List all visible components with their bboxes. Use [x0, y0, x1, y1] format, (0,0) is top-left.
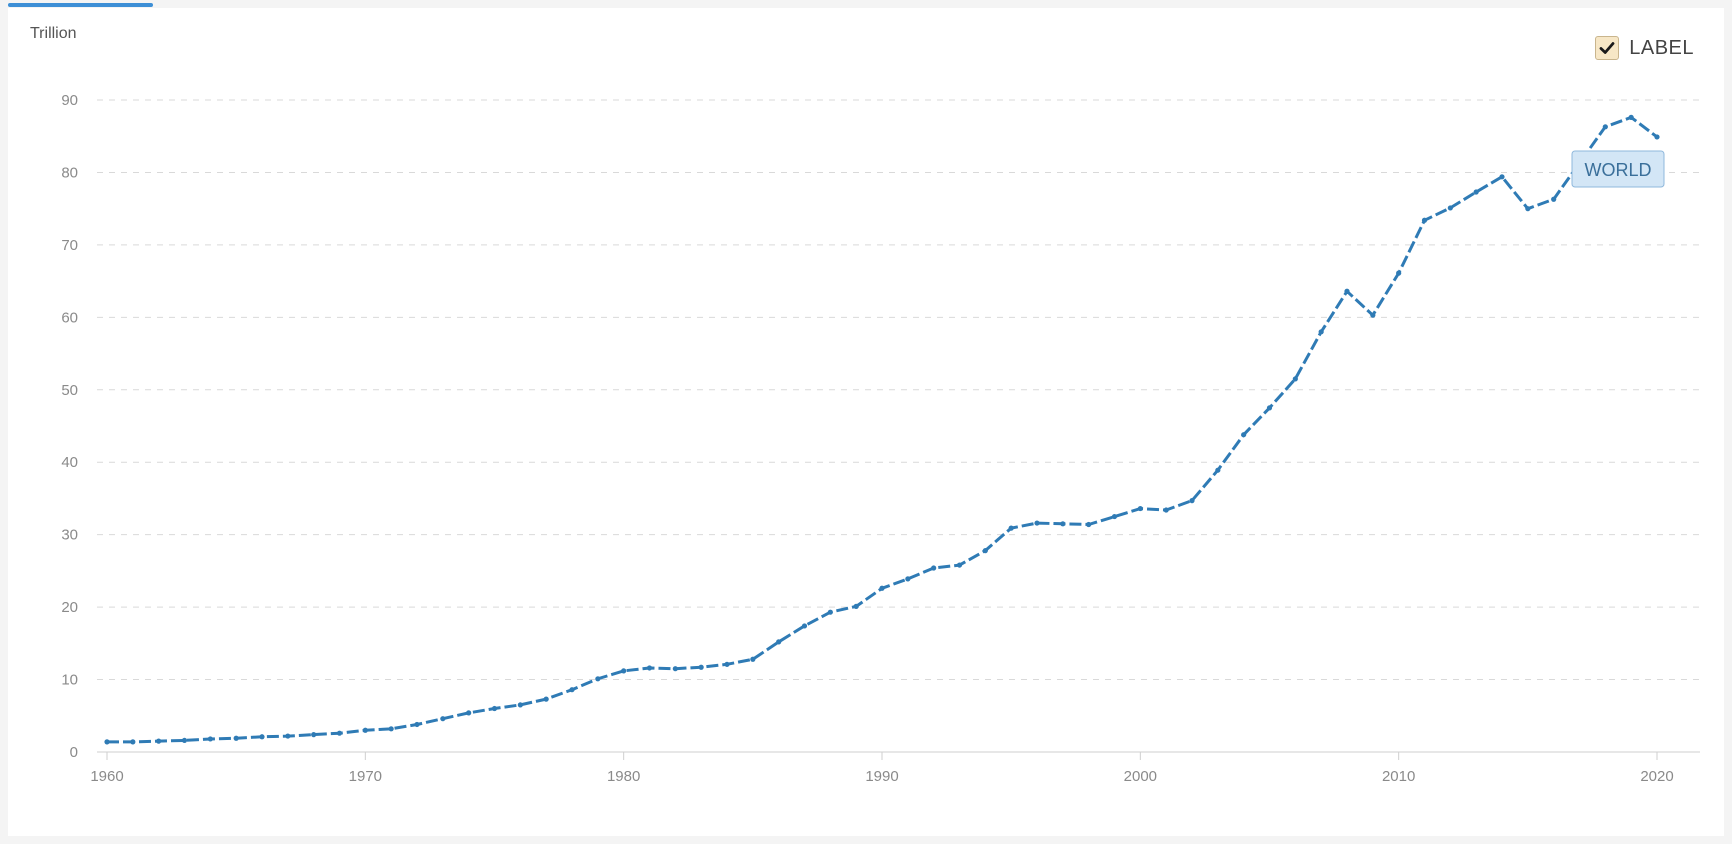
data-point-2009	[1370, 312, 1376, 318]
data-point-1993	[956, 562, 963, 568]
data-point-1992	[931, 565, 937, 571]
data-point-1998	[1086, 521, 1092, 528]
active-tab-indicator	[8, 3, 153, 7]
series-line-world[interactable]	[107, 115, 1658, 744]
data-point-2013	[1473, 189, 1479, 195]
data-point-2018	[1602, 124, 1608, 130]
checkmark-icon	[1599, 42, 1615, 54]
y-tick-label-70: 70	[61, 237, 78, 254]
data-point-1982	[672, 666, 678, 672]
data-point-2004	[1241, 432, 1247, 438]
y-axis-unit-label: Trillion	[30, 25, 77, 42]
y-tick-label-20: 20	[61, 599, 78, 616]
data-point-1978	[569, 687, 575, 693]
label-toggle-text: LABEL	[1629, 36, 1694, 59]
data-point-1961	[130, 739, 136, 745]
data-point-2019	[1628, 114, 1634, 120]
data-point-1966	[259, 734, 265, 740]
data-point-1971	[388, 726, 394, 732]
x-tick-label-2000: 2000	[1124, 768, 1157, 785]
y-tick-label-0: 0	[70, 744, 78, 761]
data-point-1967	[285, 733, 291, 739]
data-point-1960	[104, 739, 110, 745]
data-point-1999	[1111, 513, 1118, 520]
label-checkbox[interactable]	[1595, 36, 1620, 60]
data-point-1989	[853, 603, 859, 609]
data-point-1994	[982, 548, 988, 554]
x-tick-label-1960: 1960	[90, 768, 123, 785]
x-tick-label-1970: 1970	[349, 768, 382, 785]
data-point-1995	[1008, 525, 1014, 531]
data-point-1969	[336, 730, 343, 736]
data-point-1981	[646, 665, 653, 671]
chart-panel	[8, 8, 1724, 836]
data-point-1983	[698, 664, 704, 670]
data-point-1976	[517, 702, 523, 708]
data-point-1972	[414, 721, 420, 728]
data-point-1986	[776, 639, 782, 645]
data-point-1974	[466, 710, 472, 716]
data-point-2014	[1499, 174, 1505, 180]
label-toggle[interactable]: LABEL	[1595, 36, 1694, 60]
data-point-2006	[1292, 376, 1298, 382]
series-points	[104, 114, 1660, 745]
data-point-2002	[1189, 498, 1195, 504]
y-tick-label-80: 80	[61, 164, 78, 181]
y-tick-label-30: 30	[61, 527, 78, 544]
data-point-1997	[1060, 521, 1066, 527]
data-point-1991	[905, 576, 911, 582]
x-tick-label-1980: 1980	[607, 768, 640, 785]
gridlines	[97, 99, 1700, 681]
x-tick-label-2020: 2020	[1640, 768, 1673, 785]
x-axis-ticks: 1960 1970 1980 1990 2000 2010 2020	[90, 752, 1674, 785]
data-point-2012	[1447, 205, 1453, 211]
data-point-2000	[1137, 505, 1143, 512]
x-tick-label-2010: 2010	[1382, 768, 1415, 785]
data-point-1979	[595, 676, 601, 682]
data-point-1985	[750, 656, 756, 662]
data-point-2005	[1266, 405, 1273, 411]
data-point-1980	[621, 668, 627, 674]
data-point-1968	[311, 732, 317, 738]
data-point-1990	[879, 585, 885, 591]
data-point-2001	[1163, 507, 1169, 513]
series-tag-box	[1571, 150, 1665, 188]
data-point-2007	[1318, 329, 1324, 335]
y-tick-label-10: 10	[61, 672, 78, 689]
series-tag-world[interactable]: WORLD	[1571, 150, 1665, 188]
data-point-1975	[491, 705, 498, 712]
y-tick-label-50: 50	[61, 382, 78, 399]
data-point-2008	[1344, 288, 1350, 294]
series-tag-label: WORLD	[1585, 160, 1652, 180]
data-point-2011	[1421, 217, 1428, 223]
data-point-1977	[543, 696, 549, 702]
data-point-1970	[362, 727, 368, 733]
y-axis-ticks: 0 10 20 30 40 50 60 70 80 90	[61, 92, 78, 761]
data-point-2010	[1396, 270, 1402, 276]
data-point-1963	[181, 737, 188, 744]
data-point-2020	[1654, 134, 1660, 140]
y-tick-label-40: 40	[61, 454, 78, 471]
data-point-2015	[1525, 206, 1531, 212]
data-point-1984	[724, 661, 730, 667]
data-point-1973	[440, 716, 446, 722]
x-tick-label-1990: 1990	[865, 768, 898, 785]
data-point-1965	[233, 735, 239, 741]
data-point-2016	[1551, 196, 1557, 202]
data-point-1996	[1034, 520, 1040, 526]
data-point-1988	[827, 609, 833, 615]
data-point-1962	[156, 738, 162, 744]
y-tick-label-60: 60	[61, 309, 78, 326]
data-point-1987	[801, 623, 808, 629]
data-point-1964	[207, 736, 213, 742]
data-point-2003	[1215, 467, 1221, 473]
y-tick-label-90: 90	[61, 92, 78, 109]
